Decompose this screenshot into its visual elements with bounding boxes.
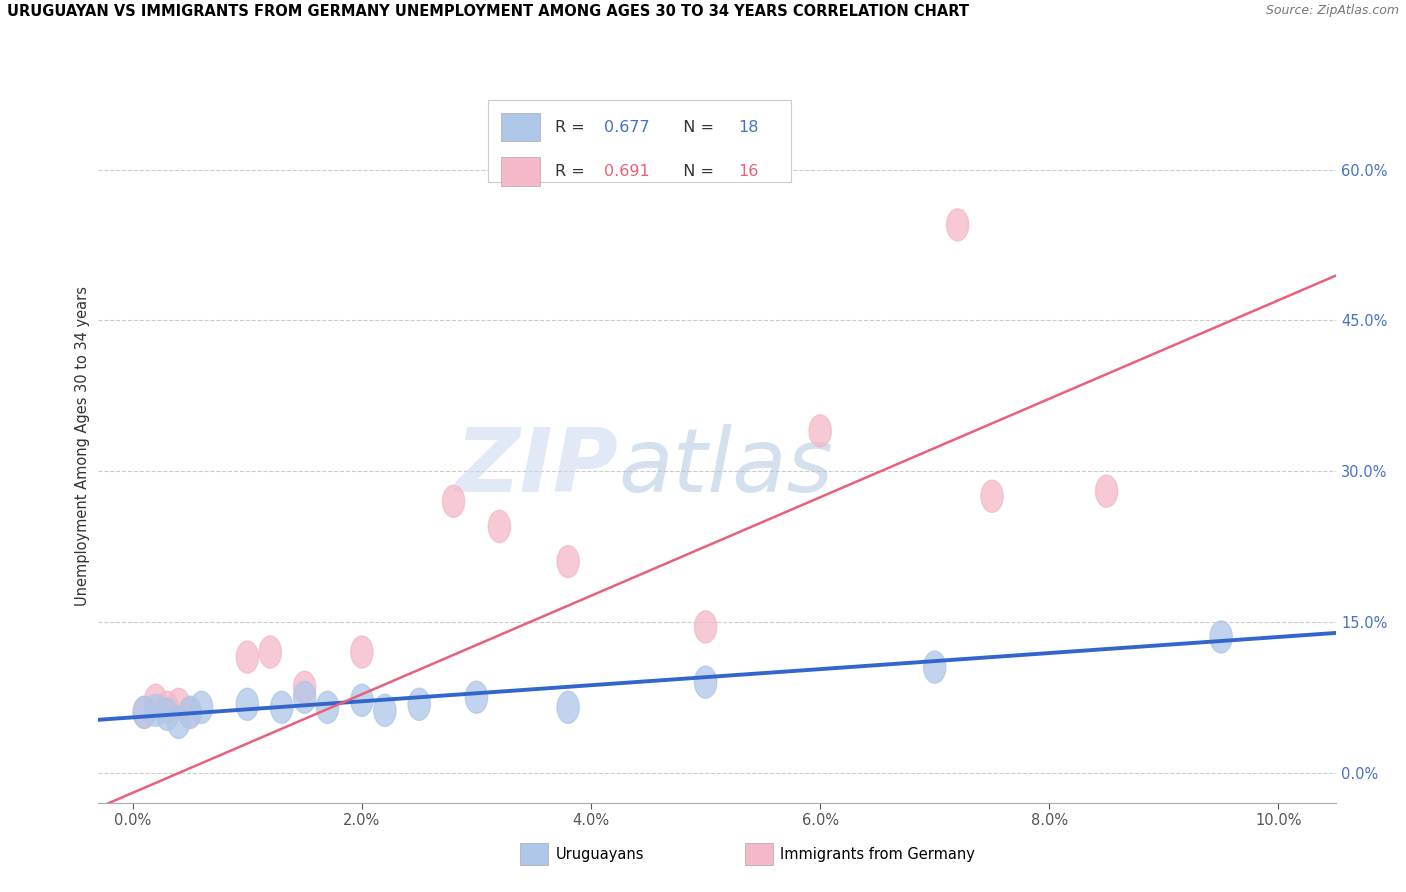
Ellipse shape	[695, 611, 717, 643]
Ellipse shape	[443, 485, 465, 517]
Ellipse shape	[557, 691, 579, 723]
Ellipse shape	[374, 694, 396, 726]
Ellipse shape	[924, 651, 946, 683]
Text: R =: R =	[555, 120, 591, 135]
Text: 0.677: 0.677	[605, 120, 650, 135]
Ellipse shape	[557, 546, 579, 578]
Ellipse shape	[465, 681, 488, 714]
Ellipse shape	[981, 480, 1002, 512]
Ellipse shape	[294, 681, 316, 714]
Ellipse shape	[145, 684, 167, 716]
FancyBboxPatch shape	[501, 112, 540, 141]
Text: Uruguayans: Uruguayans	[555, 847, 644, 862]
Ellipse shape	[134, 697, 156, 729]
Ellipse shape	[350, 684, 373, 716]
Ellipse shape	[179, 697, 201, 729]
Ellipse shape	[488, 510, 510, 542]
Ellipse shape	[236, 689, 259, 721]
Ellipse shape	[156, 698, 179, 731]
Ellipse shape	[179, 697, 201, 729]
Ellipse shape	[190, 691, 212, 723]
Ellipse shape	[1211, 621, 1232, 653]
Y-axis label: Unemployment Among Ages 30 to 34 years: Unemployment Among Ages 30 to 34 years	[75, 286, 90, 606]
Ellipse shape	[236, 641, 259, 673]
Ellipse shape	[808, 415, 831, 447]
Text: Source: ZipAtlas.com: Source: ZipAtlas.com	[1265, 4, 1399, 18]
FancyBboxPatch shape	[488, 100, 792, 182]
Text: atlas: atlas	[619, 425, 832, 510]
Ellipse shape	[156, 691, 179, 723]
Ellipse shape	[134, 697, 156, 729]
Text: 16: 16	[738, 164, 758, 178]
Text: 0.691: 0.691	[605, 164, 650, 178]
Ellipse shape	[294, 671, 316, 703]
Text: N =: N =	[672, 120, 718, 135]
Text: N =: N =	[672, 164, 718, 178]
Ellipse shape	[167, 706, 190, 739]
Text: ZIP: ZIP	[456, 424, 619, 511]
Text: 18: 18	[738, 120, 759, 135]
Ellipse shape	[350, 636, 373, 668]
Ellipse shape	[316, 691, 339, 723]
Text: R =: R =	[555, 164, 591, 178]
Ellipse shape	[145, 694, 167, 726]
Ellipse shape	[946, 209, 969, 241]
Ellipse shape	[695, 666, 717, 698]
Ellipse shape	[270, 691, 292, 723]
FancyBboxPatch shape	[501, 157, 540, 186]
Text: Immigrants from Germany: Immigrants from Germany	[780, 847, 976, 862]
Ellipse shape	[167, 689, 190, 721]
Ellipse shape	[1095, 475, 1118, 508]
Ellipse shape	[408, 689, 430, 721]
Text: URUGUAYAN VS IMMIGRANTS FROM GERMANY UNEMPLOYMENT AMONG AGES 30 TO 34 YEARS CORR: URUGUAYAN VS IMMIGRANTS FROM GERMANY UNE…	[7, 4, 969, 20]
Ellipse shape	[259, 636, 281, 668]
